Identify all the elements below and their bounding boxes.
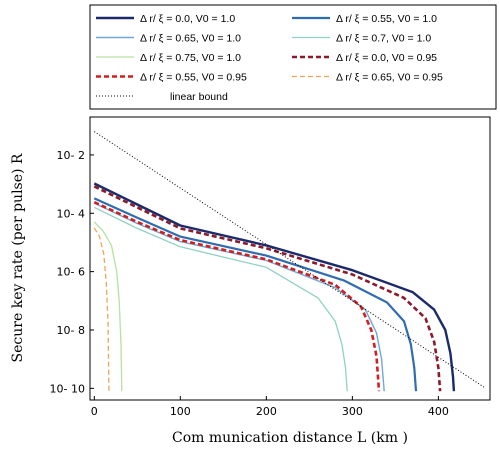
series-line-5	[93, 221, 123, 392]
series-line-8	[93, 227, 110, 392]
y-tick-label: 10- 8	[57, 324, 85, 337]
series-line-7	[93, 201, 381, 392]
plot-area: 0 100 200 300 400 10- 2 10- 4 10- 6 10- 8 10- 10	[50, 116, 491, 418]
x-axis-label: Com munication distance L (km )	[172, 430, 408, 446]
series-line-2	[93, 197, 418, 392]
legend: Δ r/ ξ = 0.0, V0 = 1.0 Δ r/ ξ = 0.55, V0 …	[89, 4, 497, 110]
x-tick-label: 400	[428, 405, 449, 418]
series-line-3	[93, 202, 385, 392]
series-line-4	[94, 206, 348, 392]
legend-label: linear bound	[170, 91, 228, 103]
legend-label: Δ r/ ξ = 0.55, V0 = 0.95	[140, 72, 247, 84]
plot-frame	[89, 116, 491, 401]
x-tick-label: 200	[256, 405, 277, 418]
legend-label: Δ r/ ξ = 0.65, V0 = 0.95	[336, 72, 443, 84]
y-tick-label: 10- 10	[50, 382, 85, 395]
y-tick-label: 10- 2	[57, 149, 85, 162]
series-line-1	[93, 182, 456, 392]
series-line-9	[94, 131, 486, 389]
y-tick-label: 10- 4	[57, 207, 85, 220]
legend-label: Δ r/ ξ = 0.7, V0 = 1.0	[336, 33, 431, 45]
series-line-6	[93, 185, 442, 392]
y-tick-label: 10- 6	[57, 266, 85, 279]
legend-label: Δ r/ ξ = 0.0, V0 = 1.0	[140, 13, 235, 25]
x-tick-label: 300	[342, 405, 363, 418]
legend-label: Δ r/ ξ = 0.75, V0 = 1.0	[140, 52, 241, 64]
legend-label: Δ r/ ξ = 0.65, V0 = 1.0	[140, 33, 241, 45]
legend-label: Δ r/ ξ = 0.55, V0 = 1.0	[336, 13, 437, 25]
x-tick-label: 0	[91, 405, 98, 418]
x-tick-label: 100	[170, 405, 191, 418]
y-axis-label: Secure key rate (per pulse) R	[10, 153, 26, 362]
legend-label: Δ r/ ξ = 0.0, V0 = 0.95	[336, 52, 437, 64]
